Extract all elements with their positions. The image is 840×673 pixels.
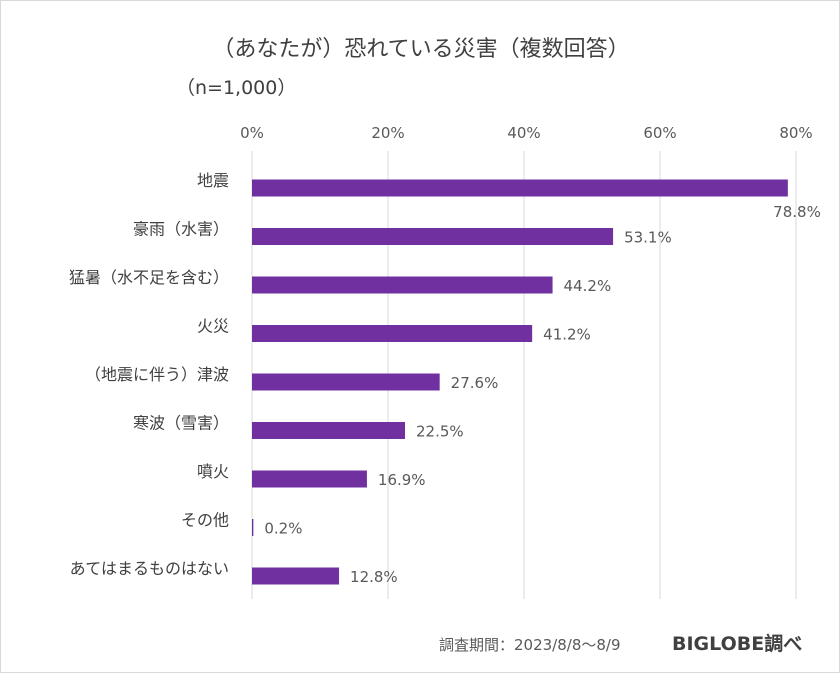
category-label: 猛暑（水不足を含む） xyxy=(69,268,229,287)
data-label: 12.8% xyxy=(350,568,398,586)
category-label: 豪雨（水害） xyxy=(133,220,229,239)
category-label: その他 xyxy=(181,511,229,530)
data-label: 44.2% xyxy=(564,277,612,295)
bar xyxy=(252,567,340,585)
data-label: 16.9% xyxy=(378,471,426,489)
category-label: （地震に伴う）津波 xyxy=(85,365,229,384)
data-label: 41.2% xyxy=(543,326,591,344)
x-tick-label: 20% xyxy=(371,124,404,142)
data-label: 22.5% xyxy=(416,423,464,441)
data-label: 53.1% xyxy=(624,229,672,247)
x-tick-label: 40% xyxy=(507,124,540,142)
chart-subtitle: （n=1,000） xyxy=(176,77,297,99)
x-tick-label: 60% xyxy=(643,124,676,142)
category-label: 火災 xyxy=(197,317,229,336)
x-tick-label: 0% xyxy=(240,124,264,142)
data-label: 27.6% xyxy=(451,374,499,392)
x-tick-label: 80% xyxy=(779,124,812,142)
category-label: あてはまるものはない xyxy=(70,559,229,578)
bar xyxy=(252,325,533,342)
category-label: 寒波（雪害） xyxy=(133,414,229,433)
source-brand: BIGLOBE調べ xyxy=(672,633,803,655)
bar xyxy=(252,470,367,488)
survey-period: 調査期間：2023/8/8～8/9 xyxy=(439,636,621,654)
chart-title: （あなたが）恐れている災害（複数回答） xyxy=(212,37,630,62)
category-label: 地震 xyxy=(197,171,229,190)
bar xyxy=(252,519,254,536)
bar xyxy=(252,373,440,391)
data-label: 78.8% xyxy=(773,203,821,221)
bar xyxy=(252,276,553,294)
bar xyxy=(252,228,614,245)
data-label: 0.2% xyxy=(264,520,302,538)
bar xyxy=(252,422,405,439)
bar xyxy=(252,179,788,197)
category-label: 噴火 xyxy=(197,462,229,481)
